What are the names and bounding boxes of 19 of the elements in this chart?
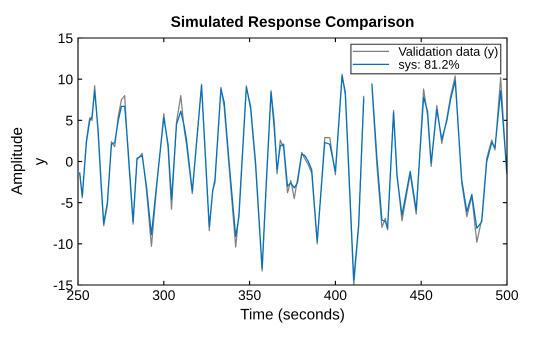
y-tick-label: -5 (61, 198, 73, 208)
y-tick-label: 0 (66, 156, 73, 167)
x-axis-title: Time (seconds) (240, 308, 344, 323)
y-axis-title: y (36, 158, 48, 166)
y-tick-label: 15 (58, 33, 73, 44)
chart-title: Simulated Response Comparison (171, 16, 414, 30)
text: Amplitude (10, 128, 26, 195)
x-tick-label: 250 (67, 290, 90, 300)
y-tick-label: 5 (66, 116, 73, 126)
x-tick-label: 500 (496, 290, 518, 300)
y-tick-label: -15 (54, 280, 73, 290)
x-tick-label: 350 (238, 290, 261, 300)
legend-label: sys: 81.2% (398, 60, 460, 72)
x-tick-label: 450 (410, 290, 432, 300)
x-tick-label: 400 (324, 290, 346, 300)
y-tick-label: -10 (54, 239, 73, 250)
y-tick-label: 10 (58, 74, 73, 84)
x-tick-label: 300 (152, 290, 175, 300)
legend-label: Validation data (y) (398, 46, 498, 58)
